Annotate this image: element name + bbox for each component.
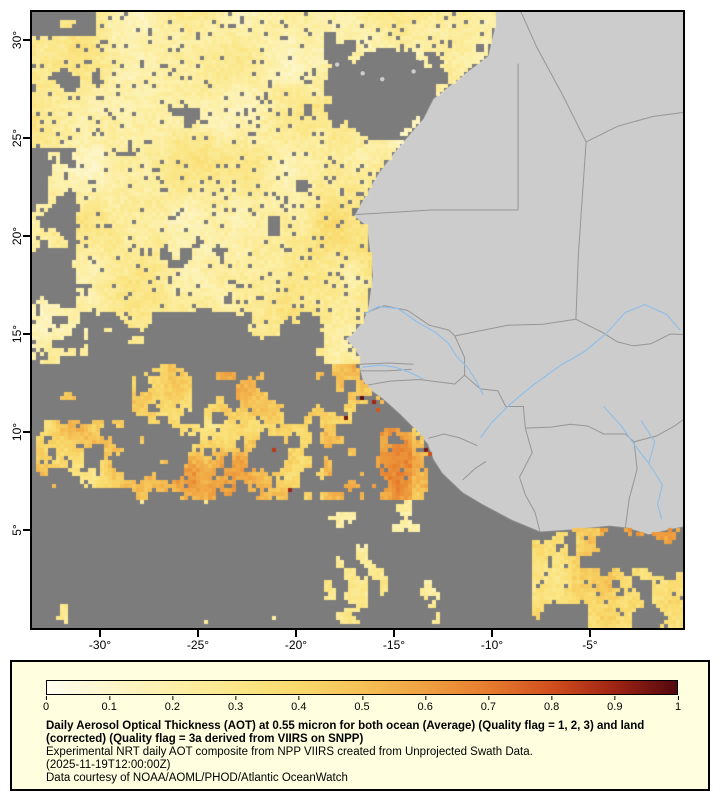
legend-credit: Data courtesy of NOAA/AOML/PHOD/Atlantic… (46, 772, 348, 784)
lon-tick-label-m10: -10° (480, 638, 504, 652)
lon-tick-label-m30: -30° (88, 638, 112, 652)
legend-timestamp: (2025-11-19T12:00:00Z) (46, 759, 171, 771)
lat-tick-label-10: 10° (10, 422, 24, 442)
lon-tick-label-m25: -25° (186, 638, 210, 652)
lat-tick-label-25: 25° (10, 128, 24, 148)
lon-tick-mark-m30 (99, 630, 101, 637)
colorbar-tick-0-9: 0.9 (607, 696, 622, 713)
legend-text: Daily Aerosol Optical Thickness (AOT) at… (46, 720, 694, 785)
colorbar-tick-1: 1 (675, 696, 681, 713)
lat-tick-mark-25 (23, 137, 30, 139)
colorbar-scale: 0 0.1 0.2 0.3 0.4 0.5 0.6 0.7 0.8 0.9 1 (43, 696, 681, 714)
lon-tick-label-m5: -5° (582, 638, 598, 652)
lat-tick-label-30: 30° (10, 30, 24, 50)
lon-tick-mark-m5 (589, 630, 591, 637)
lon-tick-label-m15: -15° (382, 638, 406, 652)
lon-tick-label-m20: -20° (284, 638, 308, 652)
lat-tick-mark-10 (23, 431, 30, 433)
map-frame (30, 10, 685, 630)
legend-panel: 0 0.1 0.2 0.3 0.4 0.5 0.6 0.7 0.8 0.9 1 … (10, 660, 710, 791)
colorbar-tick-0-7: 0.7 (481, 696, 496, 713)
colorbar-tick-0-3: 0.3 (228, 696, 243, 713)
lat-tick-mark-5 (23, 529, 30, 531)
lon-tick-mark-m20 (295, 630, 297, 637)
colorbar-tick-0-4: 0.4 (291, 696, 306, 713)
lon-tick-mark-m15 (393, 630, 395, 637)
lat-tick-label-20: 20° (10, 226, 24, 246)
lat-tick-mark-30 (23, 39, 30, 41)
lat-tick-mark-20 (23, 235, 30, 237)
legend-subtitle: Experimental NRT daily AOT composite fro… (46, 746, 533, 758)
lon-tick-mark-m25 (197, 630, 199, 637)
aot-raster-canvas (32, 12, 683, 628)
colorbar-gradient (46, 680, 678, 695)
colorbar-tick-0-1: 0.1 (102, 696, 117, 713)
lon-tick-mark-m10 (491, 630, 493, 637)
colorbar-tick-0-5: 0.5 (354, 696, 370, 713)
colorbar-tick-0: 0 (43, 696, 49, 713)
lat-tick-label-15: 15° (10, 324, 24, 344)
colorbar-tick-0-8: 0.8 (544, 696, 559, 713)
legend-title: Daily Aerosol Optical Thickness (AOT) at… (46, 720, 645, 745)
colorbar-tick-0-2: 0.2 (165, 696, 180, 713)
colorbar-tick-0-6: 0.6 (418, 696, 433, 713)
lat-tick-mark-15 (23, 333, 30, 335)
lat-tick-label-5: 5° (10, 524, 24, 536)
